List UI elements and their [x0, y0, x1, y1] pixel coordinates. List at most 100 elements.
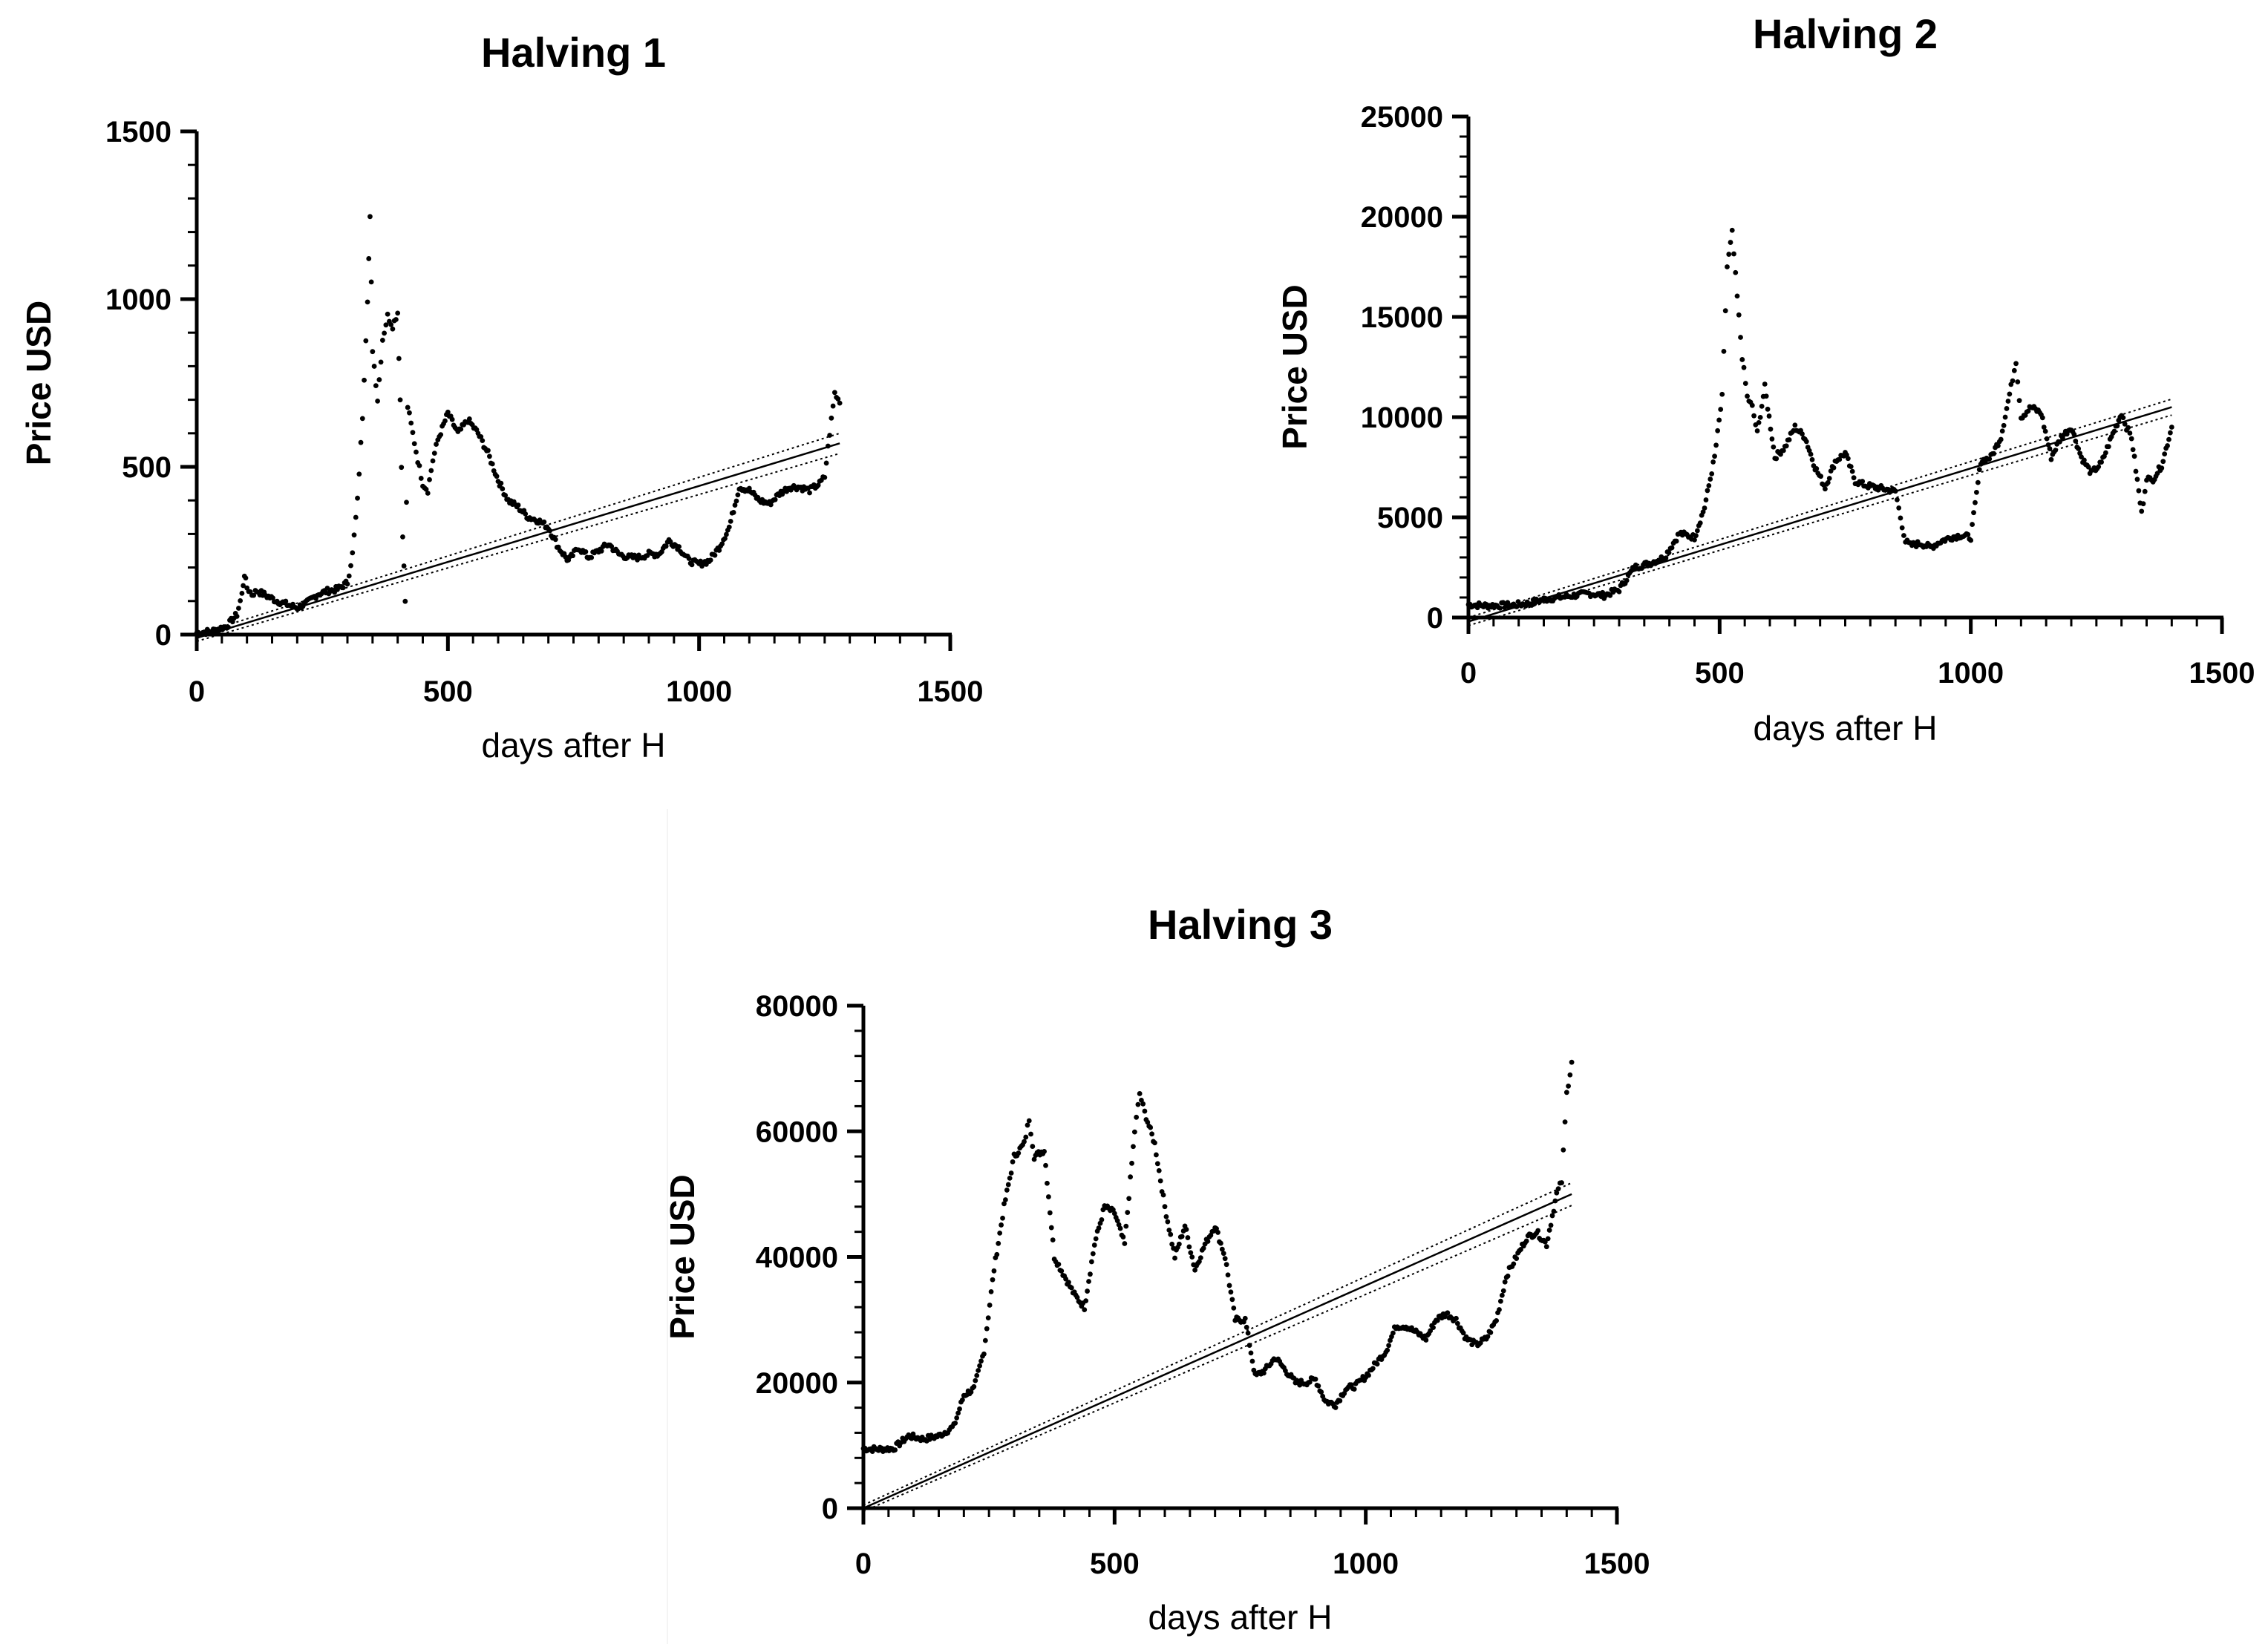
data-point [1712, 453, 1717, 459]
data-point [955, 1410, 961, 1416]
data-point [1129, 1160, 1134, 1166]
data-point [1548, 1222, 1554, 1228]
y-tick-label: 25000 [1361, 101, 1443, 134]
data-point [609, 543, 615, 549]
data-point [1085, 1288, 1090, 1294]
data-point [2099, 459, 2105, 465]
data-point [1192, 1267, 1197, 1273]
chart-panel-1: Halving 1 0 500 1000 1500 0 500 1000 1500 days af… [19, 29, 983, 764]
chart-title: Halving 1 [481, 29, 666, 76]
data-point [1542, 1239, 1548, 1245]
data-point [1692, 537, 1697, 543]
data-point [399, 465, 405, 471]
x-tick-label: 1000 [1938, 657, 2004, 690]
data-point [1762, 381, 1768, 387]
data-point [724, 531, 729, 537]
data-point [523, 511, 529, 517]
x-tick-label: 1500 [918, 675, 984, 708]
data-point [1046, 1194, 1051, 1199]
data-point [1549, 1213, 1555, 1219]
data-point [1494, 1317, 1499, 1323]
data-point [1502, 1279, 1508, 1285]
data-point [1974, 489, 1979, 495]
data-point [2005, 399, 2011, 404]
data-point [1068, 1285, 1074, 1291]
data-point [1185, 1235, 1191, 1240]
data-point [1783, 443, 1789, 449]
data-point [458, 426, 464, 432]
data-point [541, 519, 547, 525]
x-tick-label: 1000 [1333, 1548, 1399, 1580]
data-point [1809, 456, 1815, 462]
data-point [423, 486, 429, 492]
data-point [1898, 515, 1903, 521]
confidence-band-lower [196, 452, 840, 642]
data-point [1179, 1234, 1185, 1239]
data-point [1734, 293, 1740, 299]
x-axis-title: days after H [482, 726, 666, 764]
data-point [1023, 1134, 1029, 1140]
data-point [552, 537, 558, 543]
data-point [1030, 1144, 1036, 1149]
data-point [1047, 1210, 1053, 1216]
data-point [489, 461, 495, 467]
data-point [1759, 404, 1765, 409]
data-point [1045, 1180, 1050, 1186]
data-point [827, 433, 832, 438]
data-point [1140, 1101, 1146, 1107]
data-point [977, 1363, 982, 1369]
data-point [2039, 415, 2045, 421]
data-point [1086, 1279, 1091, 1284]
data-point [1706, 482, 1712, 488]
data-point [719, 541, 725, 547]
data-point [449, 416, 455, 422]
data-point [1149, 1131, 1154, 1137]
data-point [1148, 1124, 1154, 1130]
data-point [807, 490, 812, 496]
data-point [1741, 364, 1747, 370]
data-point [2139, 508, 2145, 514]
data-point [707, 557, 713, 563]
data-point [1169, 1241, 1175, 1247]
data-point [1160, 1192, 1166, 1198]
data-point [1222, 1256, 1228, 1262]
data-point [1428, 1328, 1434, 1334]
data-point [1707, 477, 1713, 482]
y-tick-label: 1000 [105, 284, 171, 316]
data-point [498, 480, 504, 486]
data-point [1066, 1280, 1071, 1286]
data-point [340, 585, 346, 591]
data-point [2045, 442, 2051, 448]
data-point [1043, 1162, 1048, 1168]
data-point [1749, 402, 1755, 408]
data-point [1455, 1320, 1460, 1326]
data-point [1083, 1298, 1089, 1304]
data-point [1386, 1343, 1391, 1349]
data-point [385, 311, 390, 317]
data-point [1895, 497, 1900, 502]
data-point [1093, 1236, 1099, 1242]
data-point [1970, 522, 1975, 527]
data-point [1965, 531, 1971, 537]
data-point [1976, 467, 1982, 473]
data-point [1048, 1225, 1054, 1231]
data-point [2002, 414, 2008, 420]
data-point [2073, 438, 2079, 444]
data-point [1739, 357, 1745, 362]
data-point [2096, 464, 2102, 470]
data-point [957, 1406, 962, 1412]
data-point [1694, 528, 1700, 534]
data-point [397, 397, 403, 403]
data-point [1901, 533, 1906, 538]
data-point [203, 632, 209, 638]
data-point [235, 606, 241, 611]
data-point [434, 442, 439, 447]
data-point [996, 1240, 1001, 1246]
data-point [837, 400, 843, 406]
data-point [2004, 406, 2010, 411]
data-point [1007, 1175, 1013, 1181]
data-point [366, 256, 372, 261]
data-point [2165, 443, 2170, 448]
data-point [1168, 1231, 1174, 1237]
data-point [1786, 437, 1792, 442]
